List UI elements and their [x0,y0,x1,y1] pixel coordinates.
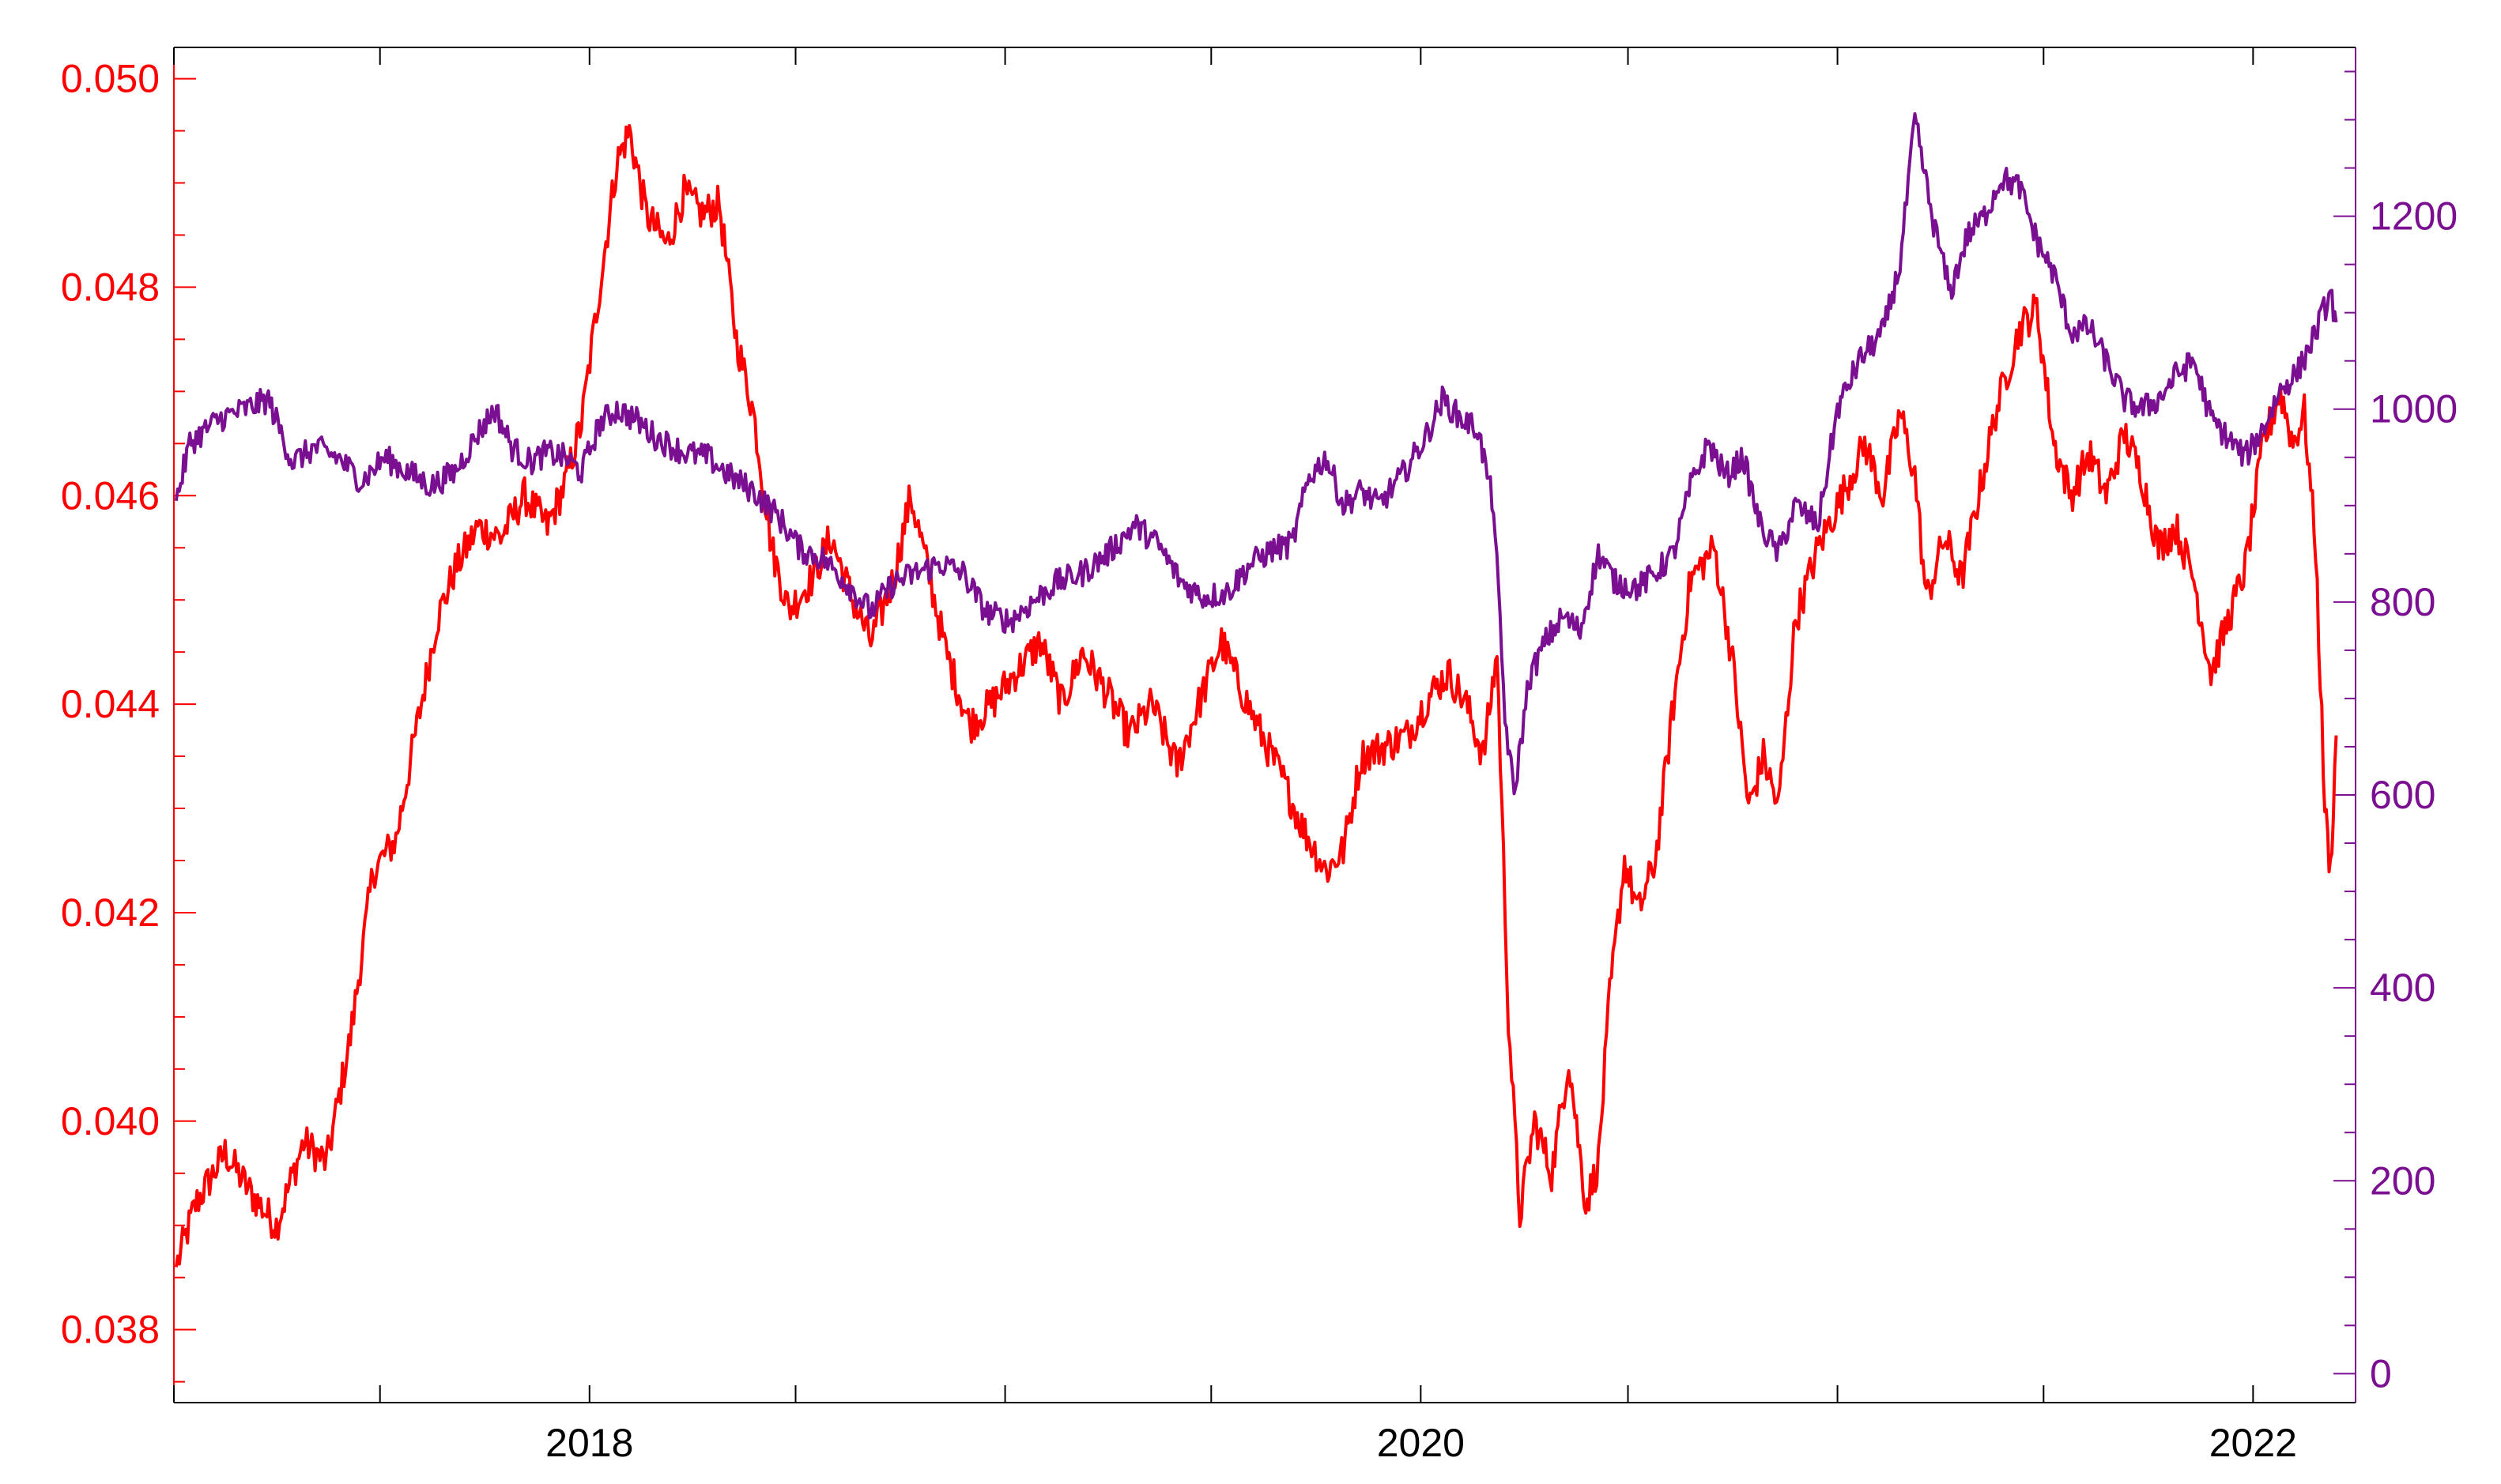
right-tick-label: 400 [2370,966,2435,1010]
left-tick-label: 0.038 [61,1308,160,1352]
left-tick-label: 0.040 [61,1099,160,1143]
left-tick-label: 0.042 [61,891,160,935]
left-tick-label: 0.044 [61,682,160,726]
x-tick-label: 2020 [1377,1421,1465,1465]
tick-labels: 0.038 0.040 0.042 0.044 0.046 0.048 0.050 0 200 4… [61,57,2458,1465]
series-layer [174,112,2338,1267]
series-line-left-axis [174,123,2338,1267]
right-tick-label: 1000 [2370,387,2458,431]
right-tick-label: 200 [2370,1158,2435,1203]
right-tick-label: 0 [2370,1351,2392,1395]
axes [173,47,2356,1403]
x-tick-label: 2018 [545,1421,633,1465]
right-tick-label: 600 [2370,773,2435,817]
right-tick-label: 800 [2370,580,2435,624]
series-line-right-axis [174,112,2338,796]
right-tick-label: 1200 [2370,194,2458,239]
left-tick-label: 0.048 [61,265,160,309]
left-tick-label: 0.050 [61,57,160,101]
x-tick-label: 2022 [2209,1421,2297,1465]
left-tick-label: 0.046 [61,473,160,518]
